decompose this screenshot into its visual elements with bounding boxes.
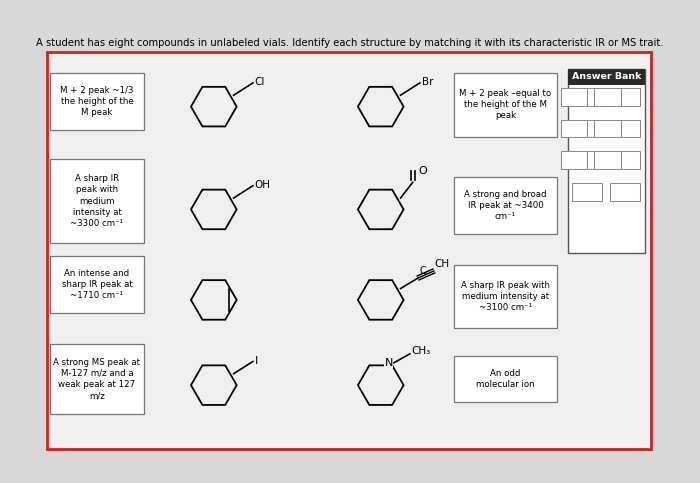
- Text: An intense and
sharp IR peak at
~1710 cm⁻¹: An intense and sharp IR peak at ~1710 cm…: [62, 269, 132, 300]
- FancyBboxPatch shape: [50, 159, 144, 243]
- Text: A sharp IR
peak with
medium
intensity at
~3300 cm⁻¹: A sharp IR peak with medium intensity at…: [71, 174, 123, 228]
- FancyBboxPatch shape: [50, 73, 144, 130]
- FancyBboxPatch shape: [454, 73, 557, 137]
- FancyBboxPatch shape: [47, 52, 651, 449]
- Text: O: O: [418, 166, 427, 176]
- Text: OH: OH: [255, 180, 271, 190]
- Text: M + 2 peak ~1/3
the height of the
M peak: M + 2 peak ~1/3 the height of the M peak: [60, 86, 134, 117]
- FancyBboxPatch shape: [594, 152, 621, 169]
- FancyBboxPatch shape: [454, 265, 557, 328]
- FancyBboxPatch shape: [610, 183, 640, 200]
- FancyBboxPatch shape: [573, 152, 602, 169]
- Text: CH₃: CH₃: [412, 346, 430, 356]
- FancyBboxPatch shape: [50, 344, 144, 414]
- Text: CH: CH: [435, 259, 450, 269]
- Text: Br: Br: [421, 77, 433, 87]
- Text: An odd
molecular ion: An odd molecular ion: [476, 369, 535, 389]
- FancyBboxPatch shape: [454, 356, 557, 402]
- FancyBboxPatch shape: [610, 152, 640, 169]
- Text: C: C: [420, 266, 426, 276]
- FancyBboxPatch shape: [561, 152, 587, 169]
- FancyBboxPatch shape: [594, 120, 621, 137]
- Text: Answer Bank: Answer Bank: [572, 72, 641, 81]
- FancyBboxPatch shape: [573, 88, 602, 106]
- FancyBboxPatch shape: [610, 88, 640, 106]
- Text: A strong and broad
IR peak at ~3400
cm⁻¹: A strong and broad IR peak at ~3400 cm⁻¹: [464, 190, 547, 221]
- Text: I: I: [255, 355, 258, 366]
- Text: M + 2 peak –equal to
the height of the M
peak: M + 2 peak –equal to the height of the M…: [459, 89, 552, 120]
- FancyBboxPatch shape: [568, 69, 645, 85]
- FancyBboxPatch shape: [568, 69, 645, 254]
- FancyBboxPatch shape: [561, 88, 587, 106]
- FancyBboxPatch shape: [573, 120, 602, 137]
- FancyBboxPatch shape: [454, 177, 557, 234]
- Text: CI: CI: [255, 77, 265, 87]
- FancyBboxPatch shape: [561, 120, 587, 137]
- Text: A strong MS peak at
M-127 m/z and a
weak peak at 127
m/z: A strong MS peak at M-127 m/z and a weak…: [53, 358, 141, 400]
- FancyBboxPatch shape: [610, 120, 640, 137]
- Text: A student has eight compounds in unlabeled vials. Identify each structure by mat: A student has eight compounds in unlabel…: [36, 38, 664, 47]
- Text: N: N: [384, 358, 393, 368]
- FancyBboxPatch shape: [594, 88, 621, 106]
- FancyBboxPatch shape: [50, 256, 144, 313]
- Text: A sharp IR peak with
medium intensity at
~3100 cm⁻¹: A sharp IR peak with medium intensity at…: [461, 281, 550, 312]
- FancyBboxPatch shape: [573, 183, 602, 200]
